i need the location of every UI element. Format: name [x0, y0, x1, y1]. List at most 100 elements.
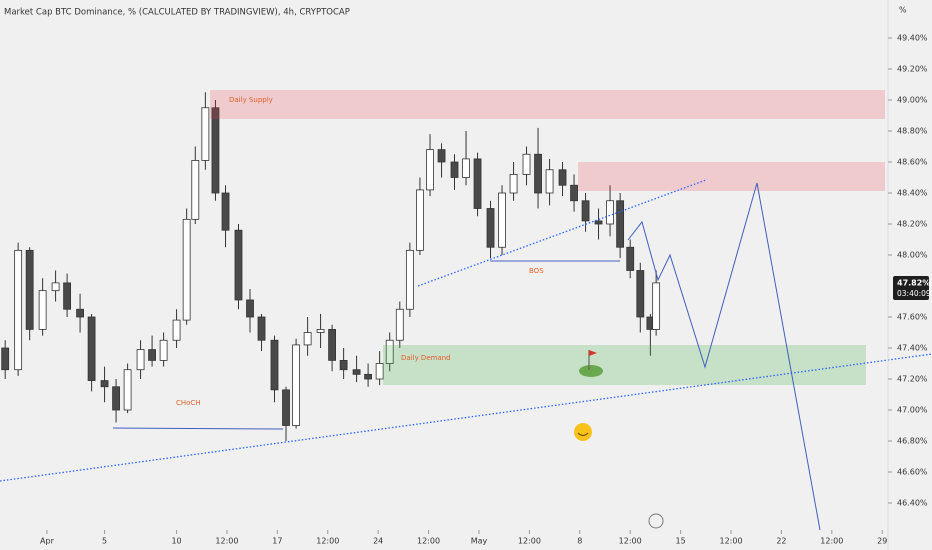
candle-body — [25, 249, 34, 330]
candle-body — [292, 344, 300, 426]
candle-body — [246, 299, 254, 318]
candle-body — [51, 282, 60, 292]
trend-line — [417, 179, 707, 287]
candle-body — [234, 229, 243, 301]
candle-body — [395, 308, 404, 341]
candle-body — [201, 107, 210, 161]
y-tick-label: 49.40% — [897, 34, 928, 43]
candle-body — [211, 107, 220, 194]
x-tick-label: 29 — [877, 537, 887, 546]
candle-body — [191, 160, 200, 220]
x-tick-label: 22 — [776, 537, 786, 546]
candle-body — [626, 246, 635, 271]
candle-body — [87, 316, 96, 381]
y-tick-label: 47.60% — [897, 313, 928, 322]
candle-body — [76, 308, 84, 318]
flash-icon — [648, 513, 664, 529]
candle-body — [159, 339, 168, 361]
y-tick-label: 48.00% — [897, 251, 928, 260]
golf-flag — [589, 350, 597, 356]
y-tick-label: 46.60% — [897, 468, 928, 477]
last-price-label: 47.82% — [897, 279, 930, 288]
candle-body — [426, 149, 434, 191]
demand-zone — [383, 345, 866, 385]
x-tick-label: 12:00 — [215, 537, 238, 546]
x-tick-label: 12:00 — [518, 537, 541, 546]
candle-body — [270, 339, 279, 391]
y-tick-label: 49.00% — [897, 96, 928, 105]
countdown: 03:40:09 — [897, 289, 931, 298]
candle-body — [136, 349, 145, 371]
candle-body — [38, 290, 47, 330]
y-tick-label: 47.20% — [897, 375, 928, 384]
x-tick-label: Apr — [40, 537, 55, 546]
x-tick-label: 12:00 — [719, 537, 742, 546]
y-tick-label: 46.80% — [897, 437, 928, 446]
y-tick-label: 46.40% — [897, 499, 928, 508]
candle-body — [352, 369, 361, 375]
y-unit: % — [899, 6, 907, 15]
x-tick-label: 17 — [272, 537, 282, 546]
x-tick-label: 15 — [676, 537, 686, 546]
x-tick-label: May — [471, 537, 488, 546]
smiley-icon — [574, 423, 592, 441]
candle-body — [486, 208, 495, 248]
candle-body — [405, 249, 414, 310]
candle-body — [437, 149, 446, 163]
candle-body — [14, 249, 23, 371]
candle-body — [606, 200, 614, 225]
candle-body — [450, 161, 459, 178]
candle-body — [100, 380, 109, 388]
candle-body — [636, 270, 645, 318]
y-tick-label: 47.00% — [897, 406, 928, 415]
candle-body — [112, 386, 120, 411]
x-tick-label: 8 — [577, 537, 582, 546]
smiley-mouth — [577, 432, 589, 437]
y-tick-label: 48.80% — [897, 127, 928, 136]
candle-body — [558, 169, 567, 186]
candle-body — [581, 200, 590, 222]
candle-body — [534, 153, 542, 194]
supply-label: Daily Supply — [229, 96, 273, 104]
candle-body — [182, 218, 191, 321]
supply-zone — [578, 162, 885, 191]
candle-body — [123, 369, 132, 411]
choch-label: CHoCH — [176, 399, 201, 407]
candle-body — [148, 349, 156, 361]
candle-body — [498, 192, 506, 248]
candle-body — [616, 200, 625, 248]
y-tick-label: 48.40% — [897, 189, 928, 198]
candle-body — [328, 328, 336, 361]
x-tick-label: 12:00 — [619, 537, 642, 546]
candle-body — [282, 389, 290, 426]
candle-body — [385, 339, 394, 364]
x-tick-label: 12:00 — [820, 537, 843, 546]
choch-line — [112, 427, 284, 430]
y-tick-label: 49.20% — [897, 65, 928, 74]
candle-body — [303, 332, 312, 346]
x-tick-label: 10 — [171, 537, 181, 546]
supply-zone — [210, 90, 885, 119]
chart-title: Market Cap BTC Dominance, % (CALCULATED … — [4, 8, 350, 18]
x-tick-label: 24 — [373, 537, 383, 546]
candle-body — [172, 319, 181, 341]
candle-body — [364, 373, 373, 380]
price-label-box — [893, 276, 929, 300]
candle-body — [570, 184, 578, 202]
candle-body — [257, 316, 266, 341]
y-tick-label: 48.60% — [897, 158, 928, 167]
demand-label: Daily Demand — [401, 354, 451, 362]
candle-body — [522, 153, 531, 175]
candle-body — [509, 173, 518, 194]
candle-body — [63, 282, 72, 310]
x-tick-label: 12:00 — [417, 537, 440, 546]
candle-body — [316, 328, 325, 333]
candle-body — [375, 363, 384, 380]
trend-line — [0, 353, 932, 482]
bos-label: BOS — [529, 267, 544, 275]
candle-body — [652, 282, 661, 330]
candle-body — [594, 220, 603, 225]
candle-body — [462, 158, 470, 178]
